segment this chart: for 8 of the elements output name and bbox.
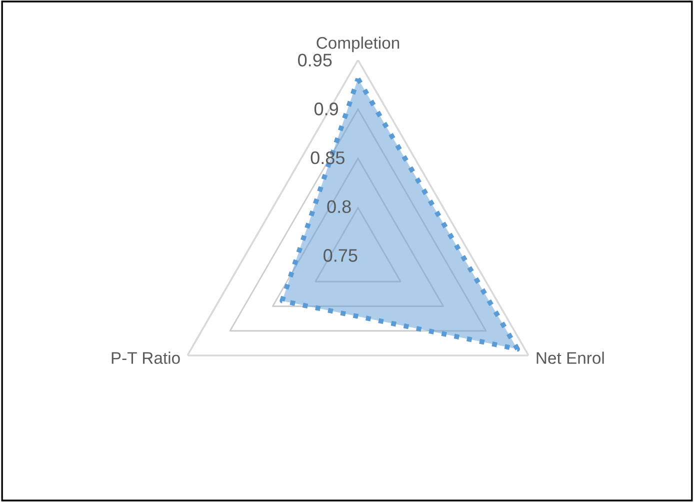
y-tick-label: 0.85 xyxy=(310,151,344,164)
y-tick-label: 0.75 xyxy=(324,249,358,262)
y-tick-label: 0.95 xyxy=(298,54,332,67)
spoke-label: Net Enrol xyxy=(536,352,604,364)
y-tick-label: 0.9 xyxy=(314,102,338,116)
y-tick-label: 0.8 xyxy=(327,200,351,214)
spoke-label: Completion xyxy=(316,36,400,52)
spoke-label: P-T Ratio xyxy=(112,352,180,364)
